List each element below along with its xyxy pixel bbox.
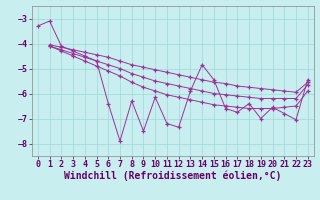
X-axis label: Windchill (Refroidissement éolien,°C): Windchill (Refroidissement éolien,°C)	[64, 171, 282, 181]
